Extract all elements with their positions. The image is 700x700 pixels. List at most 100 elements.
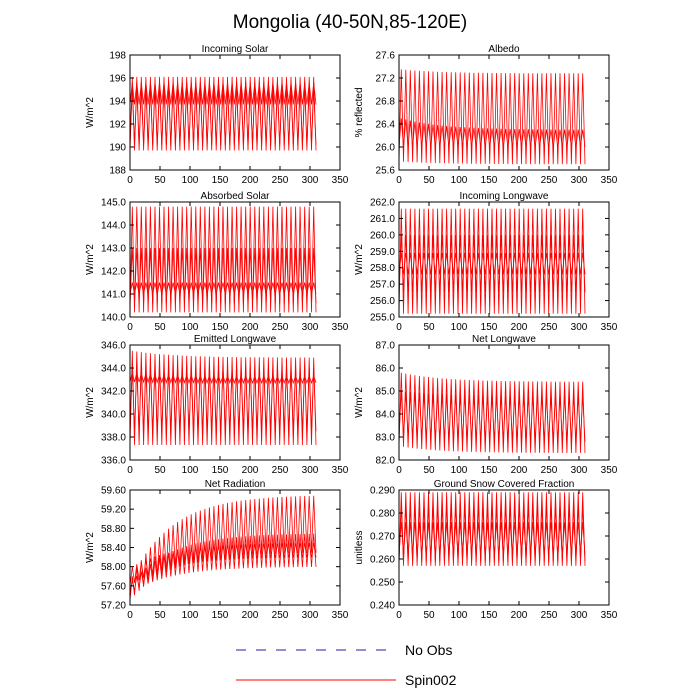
x-tick-label: 0 [127, 465, 133, 476]
x-tick-label: 100 [451, 465, 468, 476]
plot-frame [398, 201, 610, 318]
x-tick-label: 300 [302, 322, 319, 333]
x-tick-label: 250 [541, 610, 558, 621]
x-tick-label: 350 [332, 465, 349, 476]
x-tick-label: 100 [182, 175, 199, 186]
x-tick-label: 200 [511, 175, 528, 186]
x-tick-label: 50 [154, 610, 166, 621]
series-line-spin002 [129, 367, 317, 432]
y-tick-label: 0.260 [370, 555, 395, 566]
series-line-spin002 [398, 506, 586, 562]
x-tick-label: 100 [182, 322, 199, 333]
y-tick-label: 26.8 [376, 97, 396, 108]
x-tick-label: 350 [332, 610, 349, 621]
y-tick-label: 27.6 [376, 51, 396, 62]
x-tick-label: 250 [541, 322, 558, 333]
x-tick-label: 0 [127, 322, 133, 333]
y-tick-label: 144.0 [101, 221, 126, 232]
plot-frame [398, 344, 610, 461]
y-axis-label: W/m^2 [85, 97, 96, 128]
figure-title: Mongolia (40-50N,85-120E) [233, 12, 467, 33]
x-tick-label: 50 [154, 322, 166, 333]
x-tick-label: 200 [242, 175, 259, 186]
series-line-spin002 [398, 69, 586, 165]
x-tick-label: 100 [451, 175, 468, 186]
panel-ground-snow-covered-fraction: Ground Snow Covered Fraction unitless 0 50 1… [354, 479, 618, 621]
panel-title: Ground Snow Covered Fraction [434, 479, 575, 490]
panel-title: Net Longwave [472, 334, 536, 345]
panel-albedo: Albedo % reflected 0 50 100 150 200 250 300 350 25… [354, 44, 618, 186]
y-tick-label: 194 [109, 97, 126, 108]
y-tick-label: 258.0 [370, 263, 395, 274]
x-tick-label: 50 [154, 175, 166, 186]
y-axis-label: unitless [354, 531, 365, 565]
y-tick-label: 0.280 [370, 509, 395, 520]
panel-incoming-solar: Incoming Solar W/m^2 0 50 100 150 200 250 300 350… [85, 44, 349, 186]
x-tick-label: 250 [272, 465, 289, 476]
x-tick-label: 0 [396, 610, 402, 621]
series-line-spin002 [398, 372, 586, 454]
panel-net-longwave: Net Longwave W/m^2 0 50 100 150 200 250 300 350 82… [354, 334, 618, 476]
y-tick-label: 26.0 [376, 143, 396, 154]
y-tick-label: 58.40 [101, 543, 126, 554]
y-tick-label: 59.60 [101, 486, 126, 497]
series-line-spin002 [398, 492, 586, 566]
x-tick-label: 350 [332, 322, 349, 333]
x-tick-label: 0 [396, 322, 402, 333]
panel-title: Absorbed Solar [201, 191, 271, 202]
y-tick-label: 336.0 [101, 456, 126, 467]
y-tick-label: 82.0 [376, 456, 396, 467]
x-tick-label: 250 [541, 175, 558, 186]
y-tick-label: 58.80 [101, 524, 126, 535]
x-tick-label: 300 [302, 175, 319, 186]
y-axis-label: W/m^2 [85, 532, 96, 563]
y-tick-label: 344.0 [101, 364, 126, 375]
x-tick-label: 50 [154, 465, 166, 476]
panel-emitted-longwave: Emitted Longwave W/m^2 0 50 100 150 200 250 300 3… [85, 334, 349, 476]
x-tick-label: 350 [601, 175, 618, 186]
x-tick-label: 100 [182, 465, 199, 476]
x-tick-label: 0 [396, 465, 402, 476]
y-tick-label: 261.0 [370, 214, 395, 225]
series-line-spin002 [129, 89, 317, 145]
y-tick-label: 340.0 [101, 410, 126, 421]
x-tick-label: 250 [272, 610, 289, 621]
x-tick-label: 0 [127, 175, 133, 186]
panel-incoming-longwave: Incoming Longwave W/m^2 0 50 100 150 200 250 300… [354, 191, 618, 333]
legend-label-no-obs: No Obs [405, 642, 452, 658]
series-line-spin002 [398, 234, 586, 293]
y-tick-label: 57.20 [101, 601, 126, 612]
y-tick-label: 27.2 [376, 74, 396, 85]
series-line-spin002 [398, 390, 586, 442]
legend: No Obs Spin002 [236, 642, 457, 688]
x-tick-label: 150 [212, 610, 229, 621]
x-tick-label: 200 [511, 322, 528, 333]
x-tick-label: 50 [423, 322, 435, 333]
x-tick-label: 100 [451, 610, 468, 621]
panel-net-radiation: Net Radiation W/m^2 0 50 100 150 200 250 300 350 5… [85, 479, 349, 621]
plot-frame [129, 344, 341, 461]
x-tick-label: 50 [423, 175, 435, 186]
series-line-spin002 [398, 208, 586, 314]
x-tick-label: 300 [571, 465, 588, 476]
x-tick-label: 250 [272, 322, 289, 333]
plot-frame [129, 201, 341, 318]
x-tick-label: 300 [571, 175, 588, 186]
y-tick-label: 143.0 [101, 244, 126, 255]
x-tick-label: 100 [182, 610, 199, 621]
series-line-spin002 [129, 206, 317, 313]
y-tick-label: 346.0 [101, 341, 126, 352]
x-tick-label: 200 [242, 322, 259, 333]
x-tick-label: 50 [423, 465, 435, 476]
x-tick-label: 150 [212, 465, 229, 476]
x-tick-label: 200 [511, 465, 528, 476]
y-tick-label: 0.250 [370, 578, 395, 589]
panel-title: Albedo [488, 44, 520, 55]
series-line-spin002 [398, 118, 586, 148]
y-tick-label: 0.290 [370, 486, 395, 497]
y-axis-label: W/m^2 [354, 244, 365, 275]
panel-title: Emitted Longwave [194, 334, 277, 345]
x-tick-label: 150 [481, 610, 498, 621]
x-tick-label: 350 [601, 322, 618, 333]
